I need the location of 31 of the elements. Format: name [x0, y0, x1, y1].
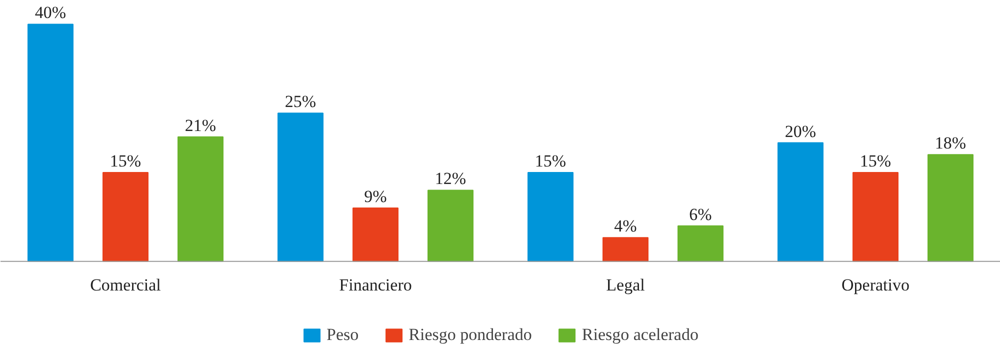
- bar: [178, 136, 224, 262]
- bar: [28, 24, 74, 262]
- data-label: 21%: [184, 116, 216, 135]
- bar: [428, 190, 474, 262]
- data-label: 25%: [284, 92, 316, 112]
- x-tick-label: Legal: [606, 275, 646, 294]
- data-label: 15%: [110, 151, 142, 170]
- data-label: 18%: [934, 134, 966, 153]
- legend-label: Peso: [326, 325, 359, 345]
- bar: [602, 237, 648, 262]
- bar: [102, 172, 148, 262]
- data-label: 9%: [364, 187, 387, 206]
- bar: [352, 208, 398, 262]
- data-label: 20%: [784, 122, 816, 141]
- bar: [852, 172, 898, 262]
- data-label: 4%: [614, 216, 637, 236]
- data-label: 15%: [534, 151, 566, 170]
- data-label: 15%: [860, 151, 892, 170]
- data-label: 12%: [434, 169, 466, 188]
- legend-label: Riesgo acelerado: [582, 325, 698, 345]
- bar: [528, 172, 574, 262]
- x-tick-label: Financiero: [339, 275, 412, 294]
- bar: [678, 225, 724, 262]
- x-tick-label: Comercial: [90, 275, 162, 294]
- bar: [278, 112, 324, 262]
- legend-label: Riesgo ponderado: [408, 325, 532, 345]
- bar: [778, 142, 824, 262]
- x-tick-label: Operativo: [842, 275, 910, 294]
- bar: [928, 154, 974, 262]
- data-label: 40%: [34, 3, 66, 22]
- data-label: 6%: [689, 204, 712, 224]
